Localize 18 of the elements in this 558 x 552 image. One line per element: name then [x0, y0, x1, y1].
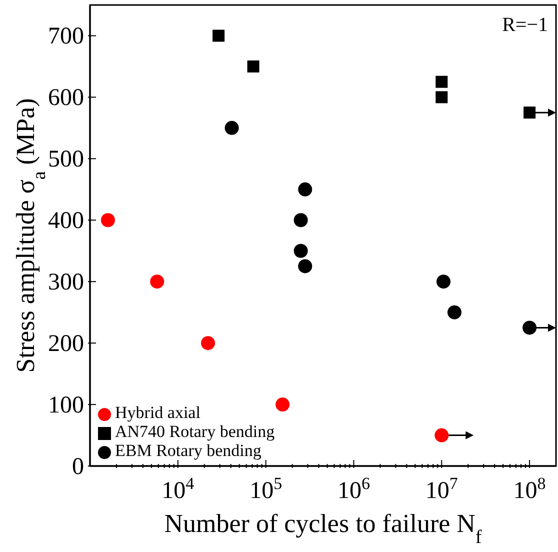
legend-label: AN740 Rotary bending	[115, 422, 275, 441]
x-axis-title: Number of cycles to failure N$_{f}$	[164, 509, 482, 548]
x-tick-label: 10$^{4}$	[162, 474, 195, 504]
y-tick-label: 0	[72, 454, 84, 480]
y-tick-label: 200	[48, 331, 84, 358]
y-tick-label: 500	[48, 146, 84, 173]
x-tick-label: 10$^{7}$	[425, 474, 458, 504]
y-tick-label: 600	[48, 85, 84, 112]
x-tick-label: 10$^{5}$	[250, 474, 282, 504]
x-tick-label: 10$^{8}$	[513, 474, 546, 504]
y-tick-label: 400	[48, 208, 84, 234]
annotation: R=−1	[502, 14, 548, 36]
legend-label: EBM Rotary bending	[115, 441, 262, 460]
y-tick-label: 300	[48, 270, 84, 296]
legend-label: Hybrid axial	[115, 403, 200, 422]
y-tick-label: 100	[48, 392, 84, 419]
x-tick-label: 10$^{6}$	[337, 474, 370, 504]
y-tick-label: 700	[48, 24, 84, 50]
